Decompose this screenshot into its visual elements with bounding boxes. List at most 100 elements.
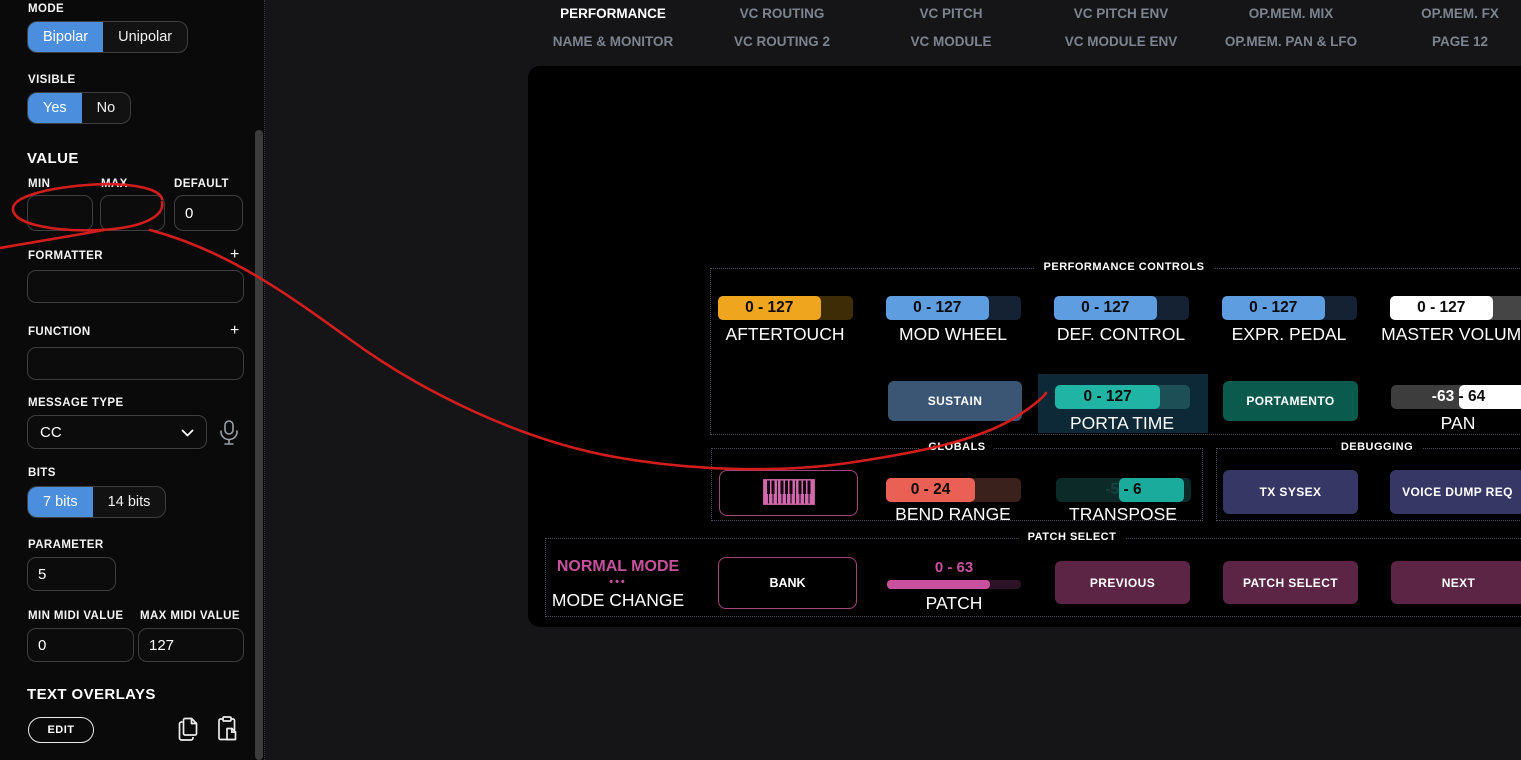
sidebar-divider (264, 0, 265, 760)
tab-name-monitor[interactable]: NAME & MONITOR (552, 34, 674, 49)
portamento-button[interactable]: PORTAMENTO (1223, 381, 1358, 421)
tx-sysex-button[interactable]: TX SYSEX (1223, 470, 1358, 514)
formatter-label: FORMATTER (28, 250, 103, 262)
tab-vc-pitch[interactable]: VC PITCH (919, 6, 983, 21)
min-input[interactable] (27, 195, 93, 231)
properties-sidebar: MODE Bipolar Unipolar VISIBLE Yes No VAL… (0, 0, 264, 760)
section-title: GLOBALS (919, 441, 995, 453)
chevron-down-icon (181, 424, 194, 441)
tab-vc-module-env[interactable]: VC MODULE ENV (1064, 34, 1178, 49)
parameter-input[interactable] (27, 557, 116, 591)
tab-vc-module[interactable]: VC MODULE (910, 34, 992, 49)
pan-right-value: - 64 (1454, 388, 1486, 405)
patch-select-button[interactable]: PATCH SELECT (1223, 561, 1358, 604)
tab-page-12[interactable]: PAGE 12 (1431, 34, 1489, 49)
performance-panel: PERFORMANCE CONTROLS 0 - 127 AFTERTOUCH … (528, 66, 1521, 627)
mod-wheel-label: MOD WHEEL (899, 324, 1007, 344)
message-type-value: CC (40, 423, 62, 441)
def-control-slider[interactable]: 0 - 127 (1054, 296, 1189, 320)
section-title: PERFORMANCE CONTROLS (1034, 261, 1214, 273)
min-midi-input[interactable] (27, 628, 134, 662)
mode-change-dots: ••• (609, 576, 627, 588)
patch-value: 0 - 63 (934, 559, 974, 576)
tab-opmem-pan-lfo[interactable]: OP.MEM. PAN & LFO (1224, 34, 1358, 49)
tab-vc-pitch-env[interactable]: VC PITCH ENV (1073, 6, 1169, 21)
tab-vc-routing[interactable]: VC ROUTING (739, 6, 825, 21)
bits-toggle: 7 bits 14 bits (27, 486, 167, 518)
text-overlays-heading: TEXT OVERLAYS (27, 686, 156, 703)
section-debugging: DEBUGGING (1216, 441, 1521, 521)
bend-range-label: BEND RANGE (895, 504, 1011, 524)
transpose-right-value: - 6 (1119, 481, 1142, 498)
aftertouch-slider[interactable]: 0 - 127 (718, 296, 853, 320)
max-input[interactable] (100, 195, 165, 231)
visible-option-no[interactable]: No (96, 100, 116, 116)
max-label: MAX (101, 178, 128, 190)
pan-left-value: -63 (1431, 388, 1455, 405)
transpose-slider[interactable]: -5 - 6 (1056, 478, 1191, 502)
paste-icon[interactable] (215, 714, 239, 749)
transpose-left-value: -5 (1105, 481, 1120, 498)
default-label: DEFAULT (174, 178, 229, 190)
porta-time-slider[interactable]: 0 - 127 (1055, 385, 1190, 409)
function-label: FUNCTION (28, 326, 91, 338)
aftertouch-label: AFTERTOUCH (725, 324, 845, 344)
edit-button[interactable]: EDIT (28, 717, 94, 743)
min-midi-value-label: MIN MIDI VALUE (28, 610, 124, 622)
section-patch-select: PATCH SELECT (545, 531, 1521, 617)
message-type-select[interactable]: CC (27, 415, 207, 449)
tab-vc-routing-2[interactable]: VC ROUTING 2 (733, 34, 830, 49)
function-add-button[interactable]: + (230, 322, 240, 339)
mode-change-label: MODE CHANGE (551, 590, 685, 610)
next-button[interactable]: NEXT (1391, 561, 1521, 604)
mode-option-bipolar[interactable]: Bipolar (28, 22, 104, 52)
voice-dump-req-button[interactable]: VOICE DUMP REQ (1390, 470, 1521, 514)
master-volume-slider[interactable]: 0 - 127 (1390, 296, 1521, 320)
mode-option-unipolar[interactable]: Unipolar (118, 29, 173, 45)
visible-option-yes[interactable]: Yes (28, 93, 82, 123)
master-volume-label: MASTER VOLUME (1381, 324, 1521, 344)
formatter-input[interactable] (27, 270, 244, 303)
bend-range-slider[interactable]: 0 - 24 (886, 478, 1021, 502)
bits-option-7[interactable]: 7 bits (28, 487, 93, 517)
function-input[interactable] (27, 347, 244, 380)
sustain-button[interactable]: SUSTAIN (888, 381, 1022, 421)
visible-label: VISIBLE (28, 74, 76, 86)
formatter-add-button[interactable]: + (230, 246, 240, 263)
mode-toggle: Bipolar Unipolar (27, 21, 189, 53)
max-midi-value-label: MAX MIDI VALUE (140, 610, 240, 622)
default-input[interactable] (174, 195, 243, 231)
transpose-label: TRANSPOSE (1069, 504, 1177, 524)
keyboard-button[interactable] (719, 470, 858, 516)
porta-time-label: PORTA TIME (1069, 413, 1175, 433)
def-control-label: DEF. CONTROL (1056, 324, 1186, 344)
patch-slider[interactable] (887, 580, 1021, 589)
tab-opmem-fx[interactable]: OP.MEM. FX (1421, 6, 1499, 21)
bits-label: BITS (28, 467, 56, 479)
value-section-heading: VALUE (27, 150, 79, 167)
parameter-label: PARAMETER (28, 539, 104, 551)
mode-label: MODE (28, 3, 65, 15)
visible-toggle: Yes No (27, 92, 132, 124)
tab-performance[interactable]: PERFORMANCE (560, 6, 666, 21)
section-title: DEBUGGING (1331, 441, 1423, 453)
copy-icon[interactable] (176, 714, 200, 749)
mode-change-value: NORMAL MODE (556, 558, 680, 575)
mod-wheel-slider[interactable]: 0 - 127 (886, 296, 1021, 320)
expr-pedal-slider[interactable]: 0 - 127 (1222, 296, 1357, 320)
piano-keyboard-icon (762, 478, 815, 508)
previous-button[interactable]: PREVIOUS (1055, 561, 1190, 604)
section-title: PATCH SELECT (1018, 531, 1126, 543)
min-label: MIN (28, 178, 51, 190)
max-midi-input[interactable] (138, 628, 244, 662)
tab-opmem-mix[interactable]: OP.MEM. MIX (1248, 6, 1334, 21)
pan-slider[interactable]: -63 - 64 (1391, 385, 1521, 409)
pan-label: PAN (1440, 413, 1476, 433)
bank-button[interactable]: BANK (718, 557, 857, 609)
sidebar-scrollbar[interactable] (255, 130, 263, 760)
message-type-label: MESSAGE TYPE (28, 397, 124, 409)
patch-label: PATCH (925, 593, 983, 613)
bits-option-14[interactable]: 14 bits (107, 494, 151, 510)
microphone-icon[interactable] (216, 418, 242, 453)
